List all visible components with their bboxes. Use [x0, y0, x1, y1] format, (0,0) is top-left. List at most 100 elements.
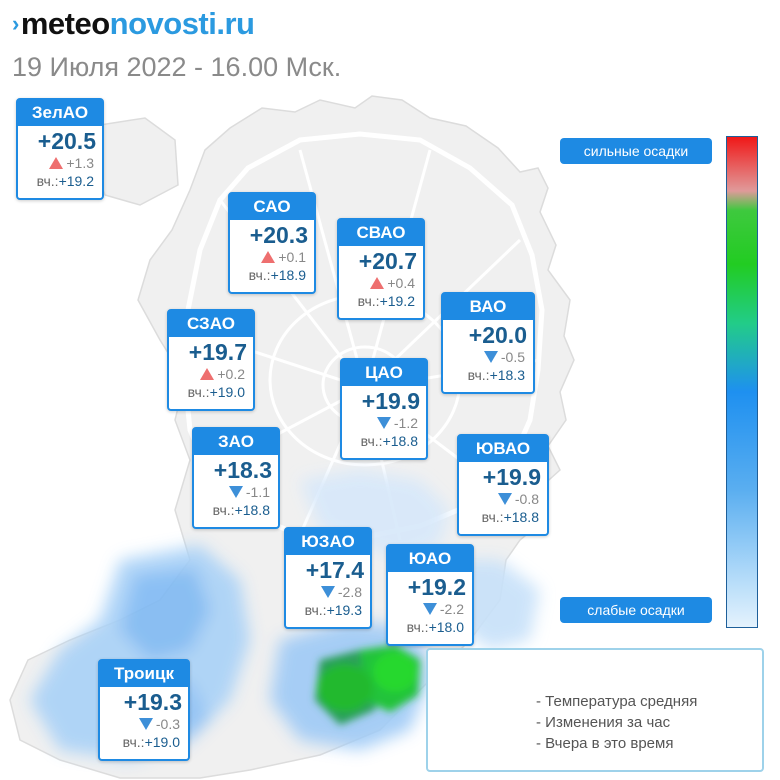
yesterday-label: вч.: — [360, 433, 383, 449]
logo-text-suffix: novosti.ru — [109, 6, 255, 41]
district-card: СВАО +20.7 +0.4 вч.:+19.2 — [337, 218, 425, 320]
yesterday-value: +18.9 — [270, 267, 306, 283]
legend-item-temp: - Температура средняя — [536, 693, 698, 710]
avg-temperature: +19.7 — [188, 339, 247, 365]
district-card: САО +20.3 +0.1 вч.:+18.9 — [228, 192, 316, 294]
district-name: ЦАО — [342, 360, 426, 386]
triangle-up-icon — [200, 368, 215, 380]
hourly-change: +0.4 — [339, 274, 423, 292]
yesterday-label: вч.: — [357, 293, 380, 309]
legend-item-change: - Изменения за час — [536, 714, 671, 731]
hourly-change-value: -1.2 — [393, 415, 418, 431]
yesterday-value: +19.0 — [209, 384, 245, 400]
district-name: ЮВАО — [459, 436, 547, 462]
district-card: ЦАО +19.9 -1.2 вч.:+18.8 — [340, 358, 428, 460]
yesterday-temp: вч.:+18.8 — [459, 508, 547, 526]
district-name: СЗАО — [169, 311, 253, 337]
avg-temperature: +17.4 — [305, 557, 364, 583]
hourly-change: -0.8 — [459, 490, 547, 508]
yesterday-temp: вч.:+19.3 — [286, 601, 370, 619]
date-time-label: 19 Июля 2022 - 16.00 Мск. — [12, 52, 342, 82]
district-name: ЮАО — [388, 546, 472, 572]
logo-mark-icon: › — [12, 11, 19, 36]
yesterday-label: вч.: — [248, 267, 271, 283]
triangle-down-icon — [228, 486, 243, 498]
zelenograd-boundary — [91, 117, 179, 206]
yesterday-value: +19.2 — [379, 293, 415, 309]
avg-temperature: +20.7 — [358, 248, 417, 274]
district-card: ЮАО +19.2 -2.2 вч.:+18.0 — [386, 544, 474, 646]
yesterday-value: +19.3 — [326, 602, 362, 618]
hourly-change-value: -0.8 — [514, 491, 539, 507]
yesterday-label: вч.: — [481, 509, 504, 525]
avg-temperature: +19.3 — [123, 689, 182, 715]
precip-scale-bar — [726, 136, 758, 628]
triangle-up-icon — [370, 277, 385, 289]
hourly-change-value: +0.2 — [217, 366, 245, 382]
heavy-precip-label: сильные осадки — [560, 138, 712, 164]
hourly-change: -0.3 — [100, 715, 188, 733]
triangle-up-icon — [261, 251, 276, 263]
district-card: ЗелАО +20.5 +1.3 вч.:+19.2 — [16, 98, 104, 200]
triangle-down-icon — [320, 586, 335, 598]
legend-item-yesterday: - Вчера в это время — [536, 735, 674, 752]
district-name: Троицк — [100, 661, 188, 687]
hourly-change-value: -0.3 — [155, 716, 180, 732]
hourly-change: -1.1 — [194, 483, 278, 501]
yesterday-temp: вч.:+18.8 — [194, 501, 278, 519]
avg-temperature: +20.3 — [249, 222, 308, 248]
triangle-down-icon — [483, 351, 498, 363]
logo-text-prefix: meteo — [20, 6, 110, 41]
yesterday-label: вч.: — [212, 502, 235, 518]
avg-temperature: +19.2 — [407, 574, 466, 600]
yesterday-label: вч.: — [406, 619, 429, 635]
hourly-change-value: -2.8 — [337, 584, 362, 600]
avg-temperature: +20.0 — [468, 322, 527, 348]
triangle-down-icon — [376, 417, 391, 429]
yesterday-value: +18.8 — [503, 509, 539, 525]
avg-temperature: +19.9 — [361, 388, 420, 414]
yesterday-temp: вч.:+18.9 — [230, 266, 314, 284]
yesterday-label: вч.: — [36, 173, 59, 189]
yesterday-temp: вч.:+19.2 — [339, 292, 423, 310]
hourly-change: +1.3 — [18, 154, 102, 172]
yesterday-value: +18.8 — [382, 433, 418, 449]
yesterday-temp: вч.:+19.0 — [100, 733, 188, 751]
district-name: ВАО — [443, 294, 533, 320]
legend-box: - Температура средняя - Изменения за час… — [426, 648, 764, 772]
district-name: ЮЗАО — [286, 529, 370, 555]
triangle-down-icon — [422, 603, 437, 615]
avg-temperature: +19.9 — [482, 464, 541, 490]
district-name: САО — [230, 194, 314, 220]
hourly-change-value: -2.2 — [439, 601, 464, 617]
hourly-change: +0.2 — [169, 365, 253, 383]
district-name: ЗелАО — [18, 100, 102, 126]
district-name: ЗАО — [194, 429, 278, 455]
district-card: СЗАО +19.7 +0.2 вч.:+19.0 — [167, 309, 255, 411]
yesterday-temp: вч.:+19.2 — [18, 172, 102, 190]
hourly-change-value: -1.1 — [245, 484, 270, 500]
yesterday-temp: вч.:+18.8 — [342, 432, 426, 450]
hourly-change: -2.8 — [286, 583, 370, 601]
hourly-change-value: +0.1 — [278, 249, 306, 265]
hourly-change: +0.1 — [230, 248, 314, 266]
hourly-change: -0.5 — [443, 348, 533, 366]
triangle-up-icon — [49, 157, 64, 169]
avg-temperature: +20.5 — [37, 128, 96, 154]
district-card: Троицк +19.3 -0.3 вч.:+19.0 — [98, 659, 190, 761]
site-logo[interactable]: ›meteonovosti.ru — [12, 6, 255, 45]
yesterday-value: +18.8 — [234, 502, 270, 518]
light-precip-label: слабые осадки — [560, 597, 712, 623]
yesterday-temp: вч.:+18.3 — [443, 366, 533, 384]
district-card: ЮЗАО +17.4 -2.8 вч.:+19.3 — [284, 527, 372, 629]
yesterday-value: +18.0 — [428, 619, 464, 635]
yesterday-label: вч.: — [467, 367, 490, 383]
hourly-change: -2.2 — [388, 600, 472, 618]
yesterday-value: +19.2 — [58, 173, 94, 189]
triangle-down-icon — [138, 718, 153, 730]
yesterday-label: вч.: — [304, 602, 327, 618]
yesterday-value: +19.0 — [144, 734, 180, 750]
hourly-change-value: +0.4 — [387, 275, 415, 291]
district-name: СВАО — [339, 220, 423, 246]
